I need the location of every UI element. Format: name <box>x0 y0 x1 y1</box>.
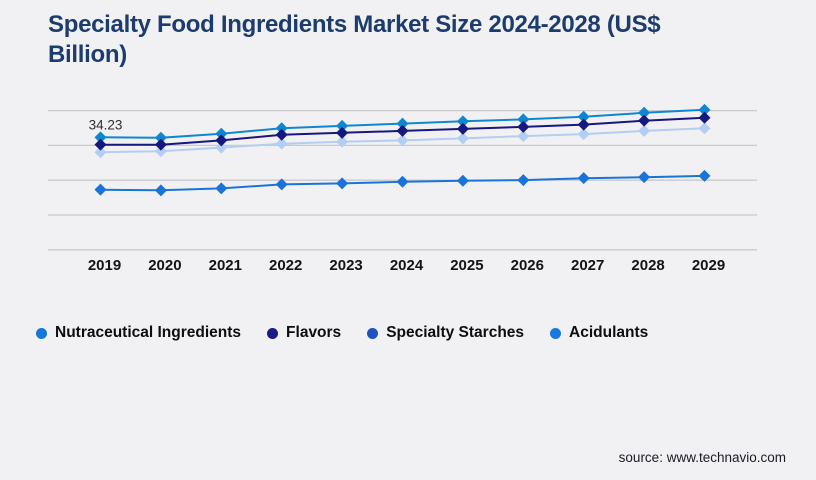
series-nutraceutical-ingredients <box>94 103 711 144</box>
data-point-marker <box>154 145 167 158</box>
data-point-marker <box>577 110 590 123</box>
data-point-marker <box>517 174 530 187</box>
legend: Nutraceutical Ingredients Flavors Specialt… <box>36 324 796 342</box>
data-point-marker <box>275 128 288 141</box>
data-point-marker <box>698 111 711 124</box>
data-point-marker <box>456 115 469 128</box>
data-point-marker <box>215 141 228 154</box>
x-axis-label: 2023 <box>329 257 362 274</box>
data-point-marker <box>275 178 288 191</box>
data-point-marker <box>215 182 228 195</box>
data-point-marker <box>638 106 651 119</box>
data-point-marker <box>577 172 590 185</box>
legend-label: Flavors <box>286 324 342 341</box>
data-point-marker <box>517 130 530 143</box>
x-axis-label: 2027 <box>571 257 604 274</box>
legend-label: Acidulants <box>569 324 649 341</box>
legend-label: Nutraceutical Ingredients <box>55 324 242 341</box>
data-point-marker <box>94 138 107 151</box>
data-point-marker <box>456 174 469 187</box>
data-point-marker <box>698 122 711 135</box>
x-axis-label: 2028 <box>631 257 664 274</box>
x-axis-label: 2026 <box>511 257 544 274</box>
data-point-marker <box>215 127 228 140</box>
data-point-marker <box>336 135 349 148</box>
data-point-marker <box>577 128 590 141</box>
legend-dot-icon <box>267 327 279 339</box>
data-point-marker <box>94 183 107 196</box>
legend-item-nutraceutical-ingredients: Nutraceutical Ingredients <box>36 324 241 342</box>
data-point-marker <box>154 131 167 144</box>
data-point-marker <box>517 120 530 133</box>
x-axis-label: 2022 <box>269 257 302 274</box>
x-axis-label: 2025 <box>450 257 483 274</box>
data-point-marker <box>698 169 711 182</box>
data-point-marker <box>698 103 711 116</box>
series-acidulants <box>94 169 711 197</box>
x-axis-label: 2019 <box>88 257 121 274</box>
series-flavors <box>94 111 711 151</box>
series-specialty-starches <box>94 122 711 159</box>
data-point-marker <box>638 171 651 184</box>
legend-dot-icon <box>550 327 562 339</box>
data-point-marker <box>275 122 288 135</box>
data-point-marker <box>517 113 530 126</box>
data-point-marker <box>154 138 167 151</box>
data-point-marker <box>396 117 409 130</box>
data-point-marker <box>336 177 349 190</box>
data-point-marker <box>638 124 651 137</box>
data-point-marker <box>456 122 469 135</box>
data-point-marker <box>336 119 349 132</box>
line-chart: 2019 2020 2021 2022 2023 2024 2025 2026 2027 2028… <box>48 103 757 274</box>
legend-dot-icon <box>367 327 379 339</box>
plot-area: 2019 2020 2021 2022 2023 2024 2025 2026 2027 2028… <box>0 92 816 288</box>
source-attribution: source: www.technavio.com <box>618 450 786 465</box>
data-point-marker <box>94 146 107 159</box>
x-axis-label: 2021 <box>209 257 242 274</box>
x-axis-label: 2024 <box>390 257 424 274</box>
data-point-marker <box>94 131 107 144</box>
data-point-marker <box>396 124 409 137</box>
point-annotation: 34.23 <box>89 117 123 132</box>
data-point-marker <box>456 132 469 145</box>
legend-item-specialty-starches: Specialty Starches <box>367 324 524 342</box>
data-point-marker <box>577 118 590 131</box>
legend-item-acidulants: Acidulants <box>550 324 648 342</box>
data-point-marker <box>638 114 651 127</box>
data-point-marker <box>215 134 228 147</box>
data-point-marker <box>154 184 167 197</box>
data-point-marker <box>275 137 288 150</box>
legend-dot-icon <box>36 327 47 339</box>
legend-item-flavors: Flavors <box>267 324 341 342</box>
data-point-marker <box>336 126 349 139</box>
data-point-marker <box>396 134 409 147</box>
x-axis-labels: 2019 2020 2021 2022 2023 2024 2025 2026 2027 2028… <box>88 257 725 274</box>
x-axis-label: 2020 <box>148 257 181 274</box>
data-point-marker <box>396 175 409 188</box>
x-axis-label: 2029 <box>692 257 725 274</box>
legend-label: Specialty Starches <box>386 324 525 341</box>
chart-title: Specialty Food Ingredients Market Size 2… <box>48 11 661 68</box>
